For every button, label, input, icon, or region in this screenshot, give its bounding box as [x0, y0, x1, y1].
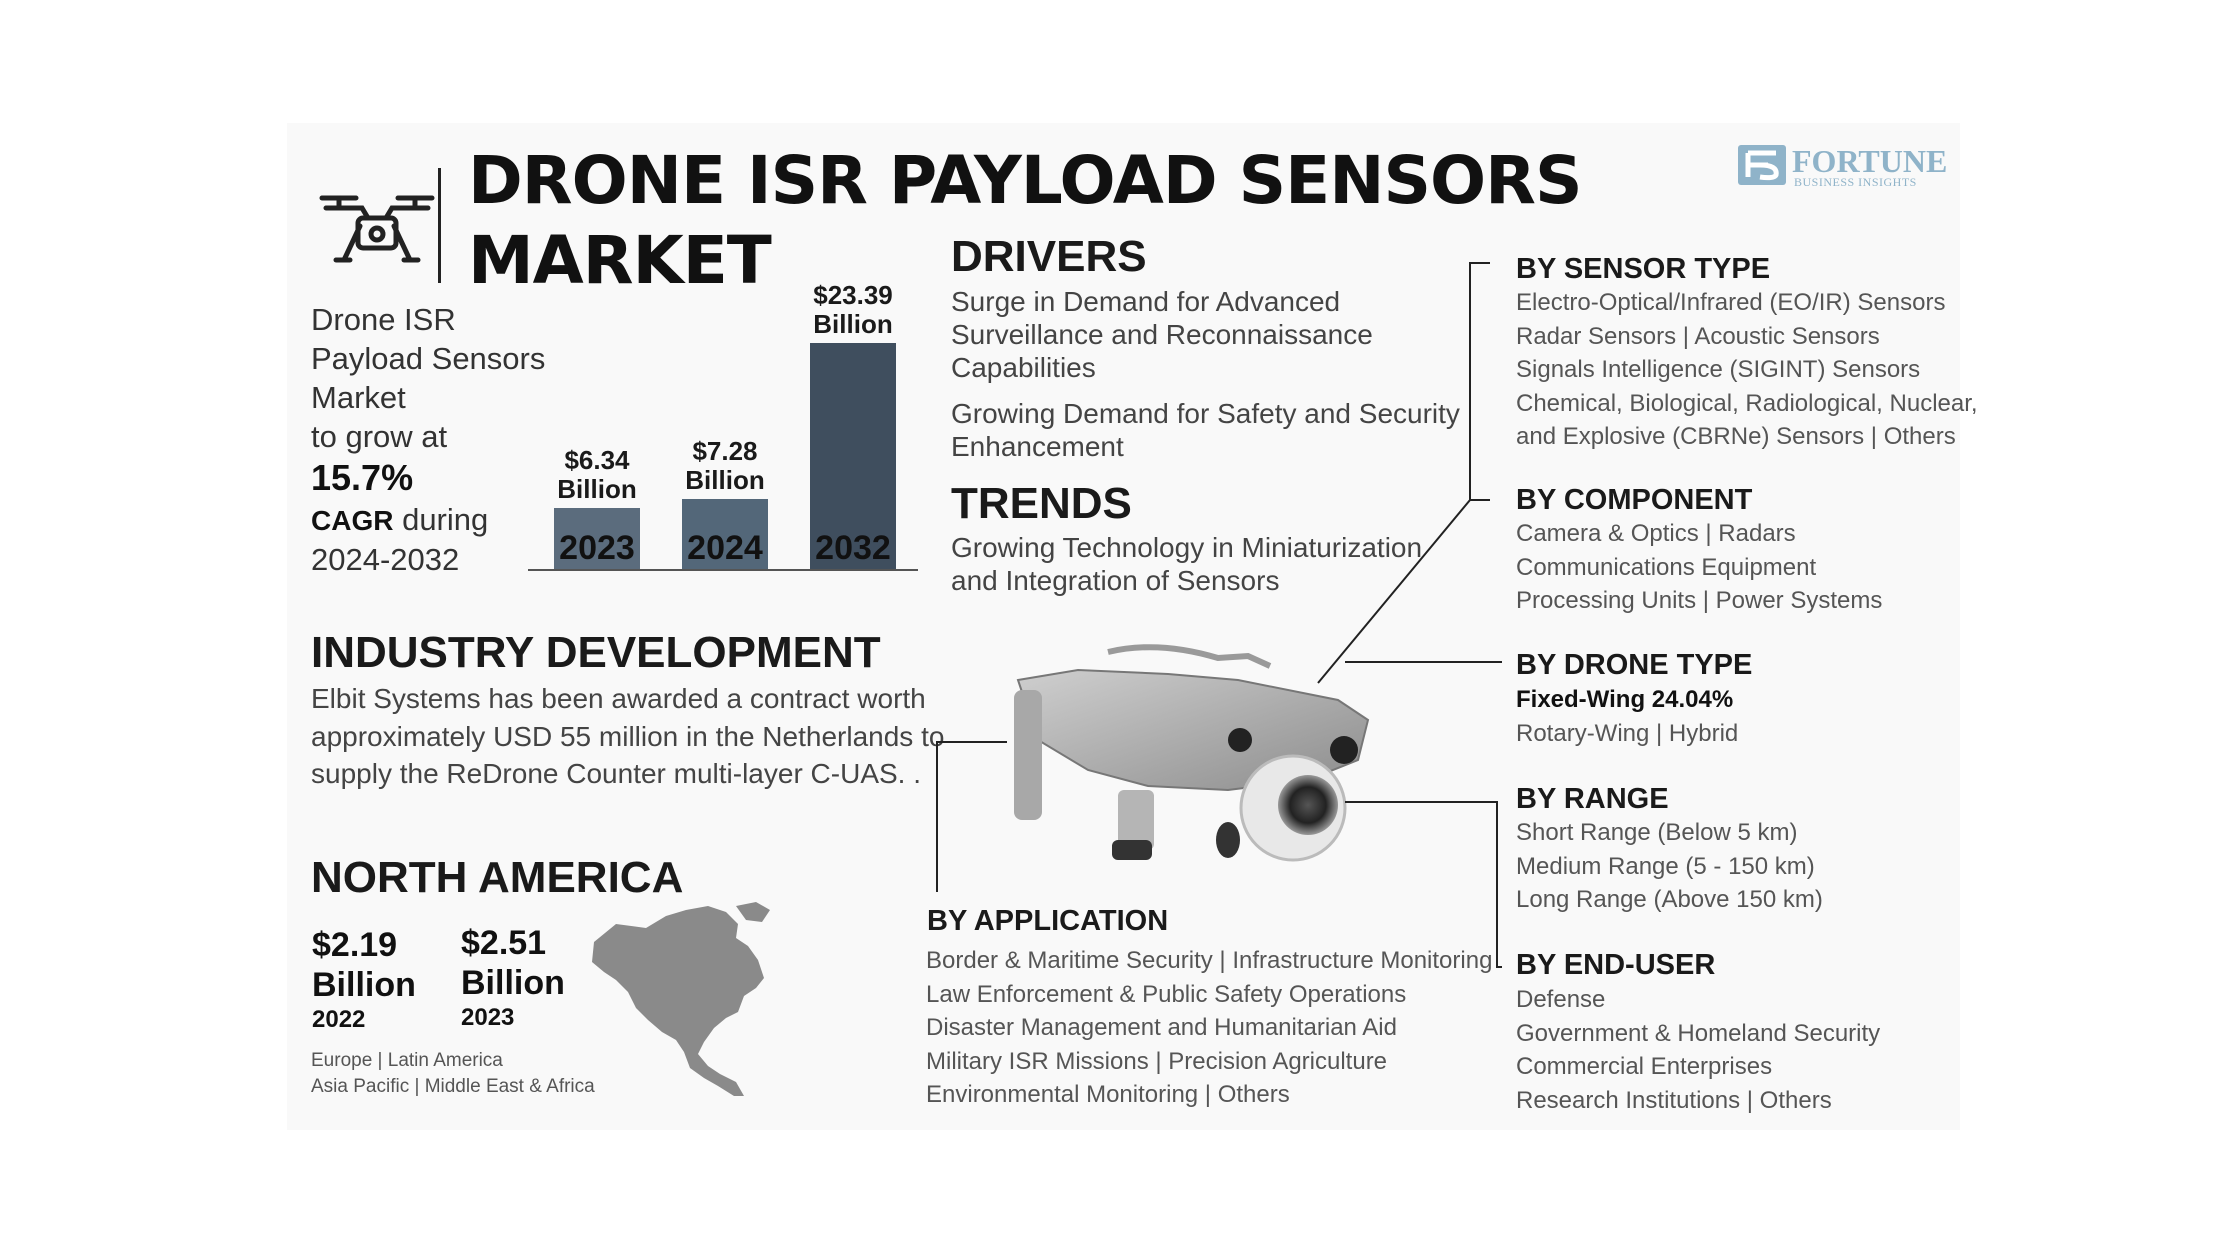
- bar-year-label: 2024: [687, 529, 763, 567]
- market-bar-chart: 2023 $6.34 Billion 2024 $7.28 Billion 2032 $23.…: [528, 268, 918, 572]
- drone-type-list: Fixed-Wing 24.04% Rotary-Wing | Hybrid: [1516, 683, 1738, 750]
- other-regions: Europe | Latin America Asia Pacific | Mi…: [311, 1050, 595, 1097]
- application-list: Border & Maritime Security | Infrastruct…: [926, 947, 1493, 1108]
- bar-value-label: $7.28 Billion: [685, 436, 765, 495]
- bar-2024: [682, 499, 768, 569]
- sensor-type-heading: BY SENSOR TYPE: [1516, 253, 1771, 285]
- driver-item-2: Growing Demand for Safety and Security E…: [951, 398, 1460, 462]
- driver-item-1: Surge in Demand for Advanced Surveillanc…: [951, 286, 1373, 383]
- cagr-during: during: [402, 502, 489, 537]
- industry-text: Elbit Systems has been awarded a contrac…: [311, 683, 945, 789]
- drone-photo: [1014, 644, 1370, 862]
- bar-2032: [810, 343, 896, 569]
- bar-value-label: $23.39 Billion: [813, 280, 893, 339]
- drone-outline-icon: [319, 195, 435, 263]
- bar-value-label: $6.34 Billion: [557, 445, 637, 504]
- bar-2023: [554, 508, 640, 569]
- trends-text: Growing Technology in Miniaturization an…: [951, 532, 1423, 596]
- end-user-heading: BY END-USER: [1516, 949, 1716, 981]
- logo-name: FORTUNE: [1792, 143, 1948, 179]
- na-value-2022: $2.19 Billion 2022: [312, 926, 416, 1033]
- range-heading: BY RANGE: [1516, 783, 1669, 815]
- range-list: Short Range (Below 5 km) Medium Range (5…: [1516, 819, 1823, 913]
- drone-type-heading: BY DRONE TYPE: [1516, 649, 1753, 681]
- title-divider: [438, 168, 441, 283]
- fortune-logo-icon: [1738, 145, 1786, 185]
- na-value-2023: $2.51 Billion 2023: [461, 924, 565, 1031]
- end-user-list: Defense Government & Homeland Security C…: [1516, 986, 1881, 1114]
- component-heading: BY COMPONENT: [1516, 484, 1753, 516]
- infographic-card: [287, 123, 1960, 1130]
- application-heading: BY APPLICATION: [927, 905, 1169, 937]
- growth-line-3: Market: [311, 380, 406, 415]
- fixed-wing-share: Fixed-Wing 24.04%: [1516, 686, 1734, 713]
- bar-year-label: 2032: [815, 529, 891, 567]
- north-america-map-icon: [592, 902, 770, 1096]
- growth-line-2: Payload Sensors: [311, 341, 546, 376]
- growth-line-1: Drone ISR: [311, 302, 456, 337]
- page-title: DRONE ISR PAYLOAD SENSORS MARKET: [468, 142, 1582, 299]
- bar-year-label: 2023: [559, 529, 635, 567]
- growth-text: Drone ISR Payload Sensors Market to grow…: [311, 300, 545, 579]
- cagr-period: 2024-2032: [311, 542, 460, 577]
- north-america-heading: NORTH AMERICA: [311, 853, 684, 902]
- growth-line-4: to grow at: [311, 419, 448, 454]
- trends-heading: TRENDS: [951, 479, 1132, 528]
- industry-heading: INDUSTRY DEVELOPMENT: [311, 628, 881, 677]
- cagr-value: 15.7%: [311, 457, 414, 498]
- cagr-label: CAGR: [311, 505, 394, 536]
- drivers-heading: DRIVERS: [951, 232, 1147, 281]
- logo-tagline: BUSINESS INSIGHTS: [1794, 175, 1917, 189]
- component-list: Camera & Optics | Radars Communications …: [1516, 520, 1883, 614]
- chart-baseline: [528, 569, 918, 571]
- sensor-type-list: Electro-Optical/Infrared (EO/IR) Sensors…: [1516, 289, 1978, 450]
